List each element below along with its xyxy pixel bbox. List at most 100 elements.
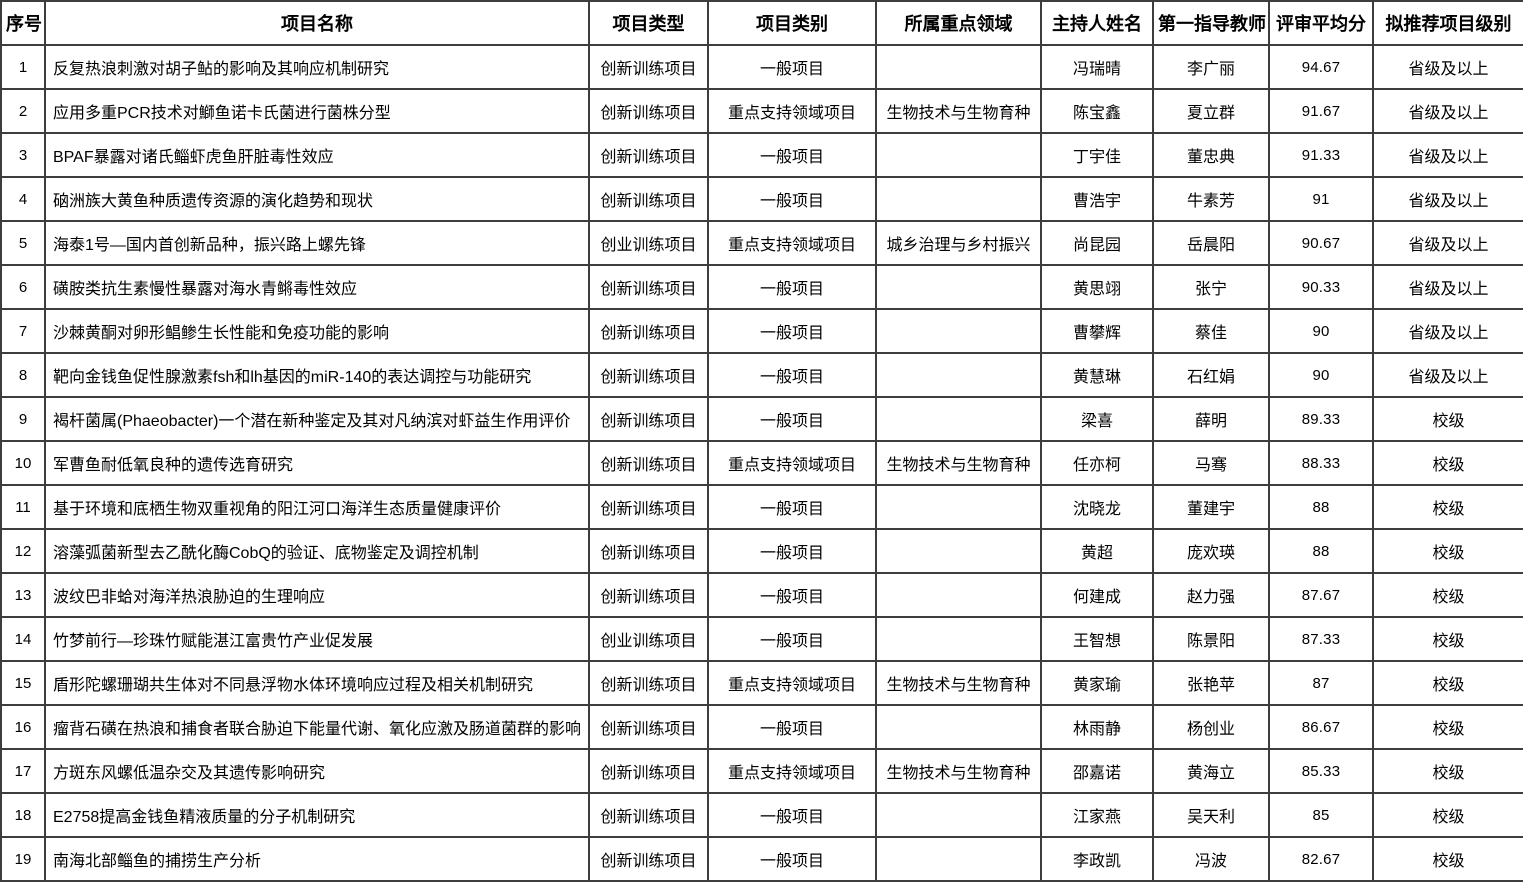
- cell-category: 重点支持领域项目: [707, 88, 877, 134]
- table-row: 9 褐杆菌属(Phaeobacter)一个潜在新种鉴定及其对凡纳滨对虾益生作用评价…: [0, 396, 1523, 442]
- table-row: 12 溶藻弧菌新型去乙酰化酶CobQ的验证、底物鉴定及调控机制 创新训练项目 一般项目…: [0, 528, 1523, 574]
- cell-leader: 黄慧琳: [1040, 352, 1154, 398]
- table-row: 17 方斑东风螺低温杂交及其遗传影响研究 创新训练项目 重点支持领域项目 生物技术与生物…: [0, 748, 1523, 794]
- cell-name: 南海北部鲻鱼的捕捞生产分析: [44, 836, 590, 882]
- table-row: 14 竹梦前行—珍珠竹赋能湛江富贵竹产业促发展 创业训练项目 一般项目 王智想 陈景阳 87…: [0, 616, 1523, 662]
- cell-level: 校级: [1372, 528, 1523, 574]
- cell-advisor: 庞欢瑛: [1152, 528, 1270, 574]
- column-header-type: 项目类型: [588, 0, 709, 46]
- table-row: 11 基于环境和底栖生物双重视角的阳江河口海洋生态质量健康评价 创新训练项目 一般项目…: [0, 484, 1523, 530]
- cell-level: 校级: [1372, 440, 1523, 486]
- cell-score: 90: [1268, 352, 1374, 398]
- column-header-leader: 主持人姓名: [1040, 0, 1154, 46]
- cell-leader: 沈晓龙: [1040, 484, 1154, 530]
- cell-score: 90: [1268, 308, 1374, 354]
- cell-idx: 7: [0, 308, 46, 354]
- table-row: 3 BPAF暴露对诸氏鲻虾虎鱼肝脏毒性效应 创新训练项目 一般项目 丁宇佳 董忠典 91.3…: [0, 132, 1523, 178]
- cell-type: 创新训练项目: [588, 440, 709, 486]
- cell-level: 校级: [1372, 616, 1523, 662]
- cell-leader: 黄思翊: [1040, 264, 1154, 310]
- cell-type: 创新训练项目: [588, 352, 709, 398]
- cell-type: 创新训练项目: [588, 88, 709, 134]
- cell-leader: 陈宝鑫: [1040, 88, 1154, 134]
- cell-type: 创新训练项目: [588, 308, 709, 354]
- cell-level: 省级及以上: [1372, 220, 1523, 266]
- cell-type: 创新训练项目: [588, 44, 709, 90]
- cell-level: 省级及以上: [1372, 352, 1523, 398]
- cell-category: 一般项目: [707, 836, 877, 882]
- cell-idx: 2: [0, 88, 46, 134]
- cell-advisor: 薛明: [1152, 396, 1270, 442]
- cell-leader: 梁喜: [1040, 396, 1154, 442]
- table-row: 7 沙棘黄酮对卵形鲳鲹生长性能和免疫功能的影响 创新训练项目 一般项目 曹攀辉 蔡佳 90 省…: [0, 308, 1523, 354]
- cell-leader: 丁宇佳: [1040, 132, 1154, 178]
- cell-advisor: 张宁: [1152, 264, 1270, 310]
- cell-leader: 邵嘉诺: [1040, 748, 1154, 794]
- cell-level: 省级及以上: [1372, 88, 1523, 134]
- cell-score: 88.33: [1268, 440, 1374, 486]
- cell-advisor: 牛素芳: [1152, 176, 1270, 222]
- cell-level: 校级: [1372, 396, 1523, 442]
- cell-category: 重点支持领域项目: [707, 220, 877, 266]
- cell-leader: 尚昆园: [1040, 220, 1154, 266]
- cell-category: 一般项目: [707, 352, 877, 398]
- cell-leader: 冯瑞晴: [1040, 44, 1154, 90]
- cell-level: 省级及以上: [1372, 44, 1523, 90]
- cell-leader: 李政凯: [1040, 836, 1154, 882]
- column-header-field: 所属重点领域: [875, 0, 1042, 46]
- cell-idx: 1: [0, 44, 46, 90]
- cell-field: [875, 264, 1042, 310]
- cell-leader: 林雨静: [1040, 704, 1154, 750]
- cell-leader: 王智想: [1040, 616, 1154, 662]
- cell-name: 沙棘黄酮对卵形鲳鲹生长性能和免疫功能的影响: [44, 308, 590, 354]
- table-row: 15 盾形陀螺珊瑚共生体对不同悬浮物水体环境响应过程及相关机制研究 创新训练项目 重点…: [0, 660, 1523, 706]
- cell-type: 创新训练项目: [588, 836, 709, 882]
- cell-advisor: 岳晨阳: [1152, 220, 1270, 266]
- cell-type: 创新训练项目: [588, 264, 709, 310]
- column-header-idx: 序号: [0, 0, 46, 46]
- cell-idx: 10: [0, 440, 46, 486]
- table-row: 4 硇洲族大黄鱼种质遗传资源的演化趋势和现状 创新训练项目 一般项目 曹浩宇 牛素芳 91 省…: [0, 176, 1523, 222]
- column-header-category: 项目类别: [707, 0, 877, 46]
- cell-idx: 11: [0, 484, 46, 530]
- cell-field: 生物技术与生物育种: [875, 660, 1042, 706]
- cell-advisor: 石红娟: [1152, 352, 1270, 398]
- cell-advisor: 夏立群: [1152, 88, 1270, 134]
- cell-type: 创新训练项目: [588, 176, 709, 222]
- cell-idx: 18: [0, 792, 46, 838]
- cell-category: 一般项目: [707, 308, 877, 354]
- cell-idx: 6: [0, 264, 46, 310]
- cell-field: [875, 352, 1042, 398]
- cell-category: 一般项目: [707, 616, 877, 662]
- cell-score: 86.67: [1268, 704, 1374, 750]
- cell-idx: 4: [0, 176, 46, 222]
- cell-score: 88: [1268, 528, 1374, 574]
- cell-idx: 14: [0, 616, 46, 662]
- table-row: 5 海泰1号—国内首创新品种，振兴路上螺先锋 创业训练项目 重点支持领域项目 城乡治理与…: [0, 220, 1523, 266]
- cell-name: 硇洲族大黄鱼种质遗传资源的演化趋势和现状: [44, 176, 590, 222]
- cell-idx: 8: [0, 352, 46, 398]
- cell-leader: 曹攀辉: [1040, 308, 1154, 354]
- cell-name: 应用多重PCR技术对鰤鱼诺卡氏菌进行菌株分型: [44, 88, 590, 134]
- cell-field: 生物技术与生物育种: [875, 88, 1042, 134]
- cell-category: 一般项目: [707, 176, 877, 222]
- cell-advisor: 赵力强: [1152, 572, 1270, 618]
- cell-type: 创新训练项目: [588, 704, 709, 750]
- cell-idx: 3: [0, 132, 46, 178]
- cell-score: 90.67: [1268, 220, 1374, 266]
- cell-category: 重点支持领域项目: [707, 660, 877, 706]
- cell-field: [875, 528, 1042, 574]
- cell-leader: 任亦柯: [1040, 440, 1154, 486]
- cell-score: 90.33: [1268, 264, 1374, 310]
- cell-score: 87.67: [1268, 572, 1374, 618]
- cell-level: 校级: [1372, 572, 1523, 618]
- column-header-advisor: 第一指导教师: [1152, 0, 1270, 46]
- cell-name: 溶藻弧菌新型去乙酰化酶CobQ的验证、底物鉴定及调控机制: [44, 528, 590, 574]
- cell-category: 一般项目: [707, 132, 877, 178]
- cell-score: 85: [1268, 792, 1374, 838]
- cell-advisor: 蔡佳: [1152, 308, 1270, 354]
- column-header-score: 评审平均分: [1268, 0, 1374, 46]
- cell-category: 一般项目: [707, 704, 877, 750]
- cell-name: 竹梦前行—珍珠竹赋能湛江富贵竹产业促发展: [44, 616, 590, 662]
